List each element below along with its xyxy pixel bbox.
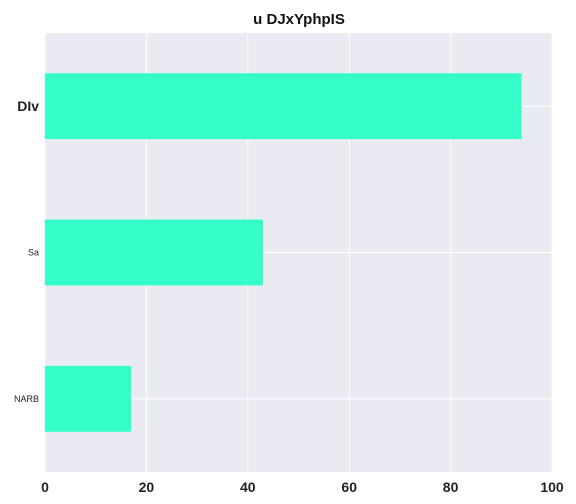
y-tick-label-narb: NARB [14,394,39,404]
x-tick-label-4: 80 [443,479,459,495]
chart-title: u DJxYphpIS [253,11,345,28]
y-tick-label-div: DIv [17,98,39,114]
x-tick-label-0: 0 [41,479,49,495]
x-tick-label-5: 100 [540,479,564,495]
bar-narb [45,366,131,432]
x-tick-labels: 0 20 40 60 80 100 [41,479,564,495]
bar-sa [45,220,263,286]
y-tick-label-sa: Sa [28,248,39,258]
x-tick-label-3: 60 [341,479,357,495]
x-tick-label-2: 40 [240,479,256,495]
x-tick-label-1: 20 [139,479,155,495]
bar-div [45,73,522,139]
y-tick-labels: DIv Sa NARB [14,98,39,404]
